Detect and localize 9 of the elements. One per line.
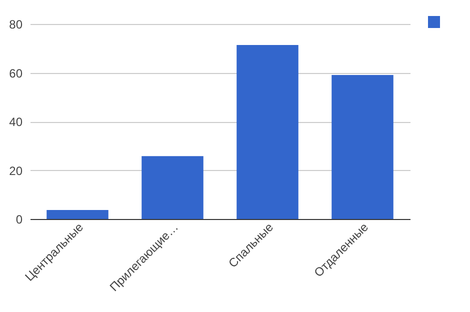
y-tick-label: 80: [9, 18, 23, 32]
bar: [46, 210, 108, 219]
y-tick-label: 60: [9, 66, 23, 80]
y-tick-label: 40: [9, 115, 23, 129]
bar: [332, 74, 394, 219]
y-tick-label: 0: [16, 212, 23, 226]
y-tick-label: 20: [9, 164, 23, 178]
bar: [142, 156, 204, 219]
bar: [236, 44, 298, 219]
